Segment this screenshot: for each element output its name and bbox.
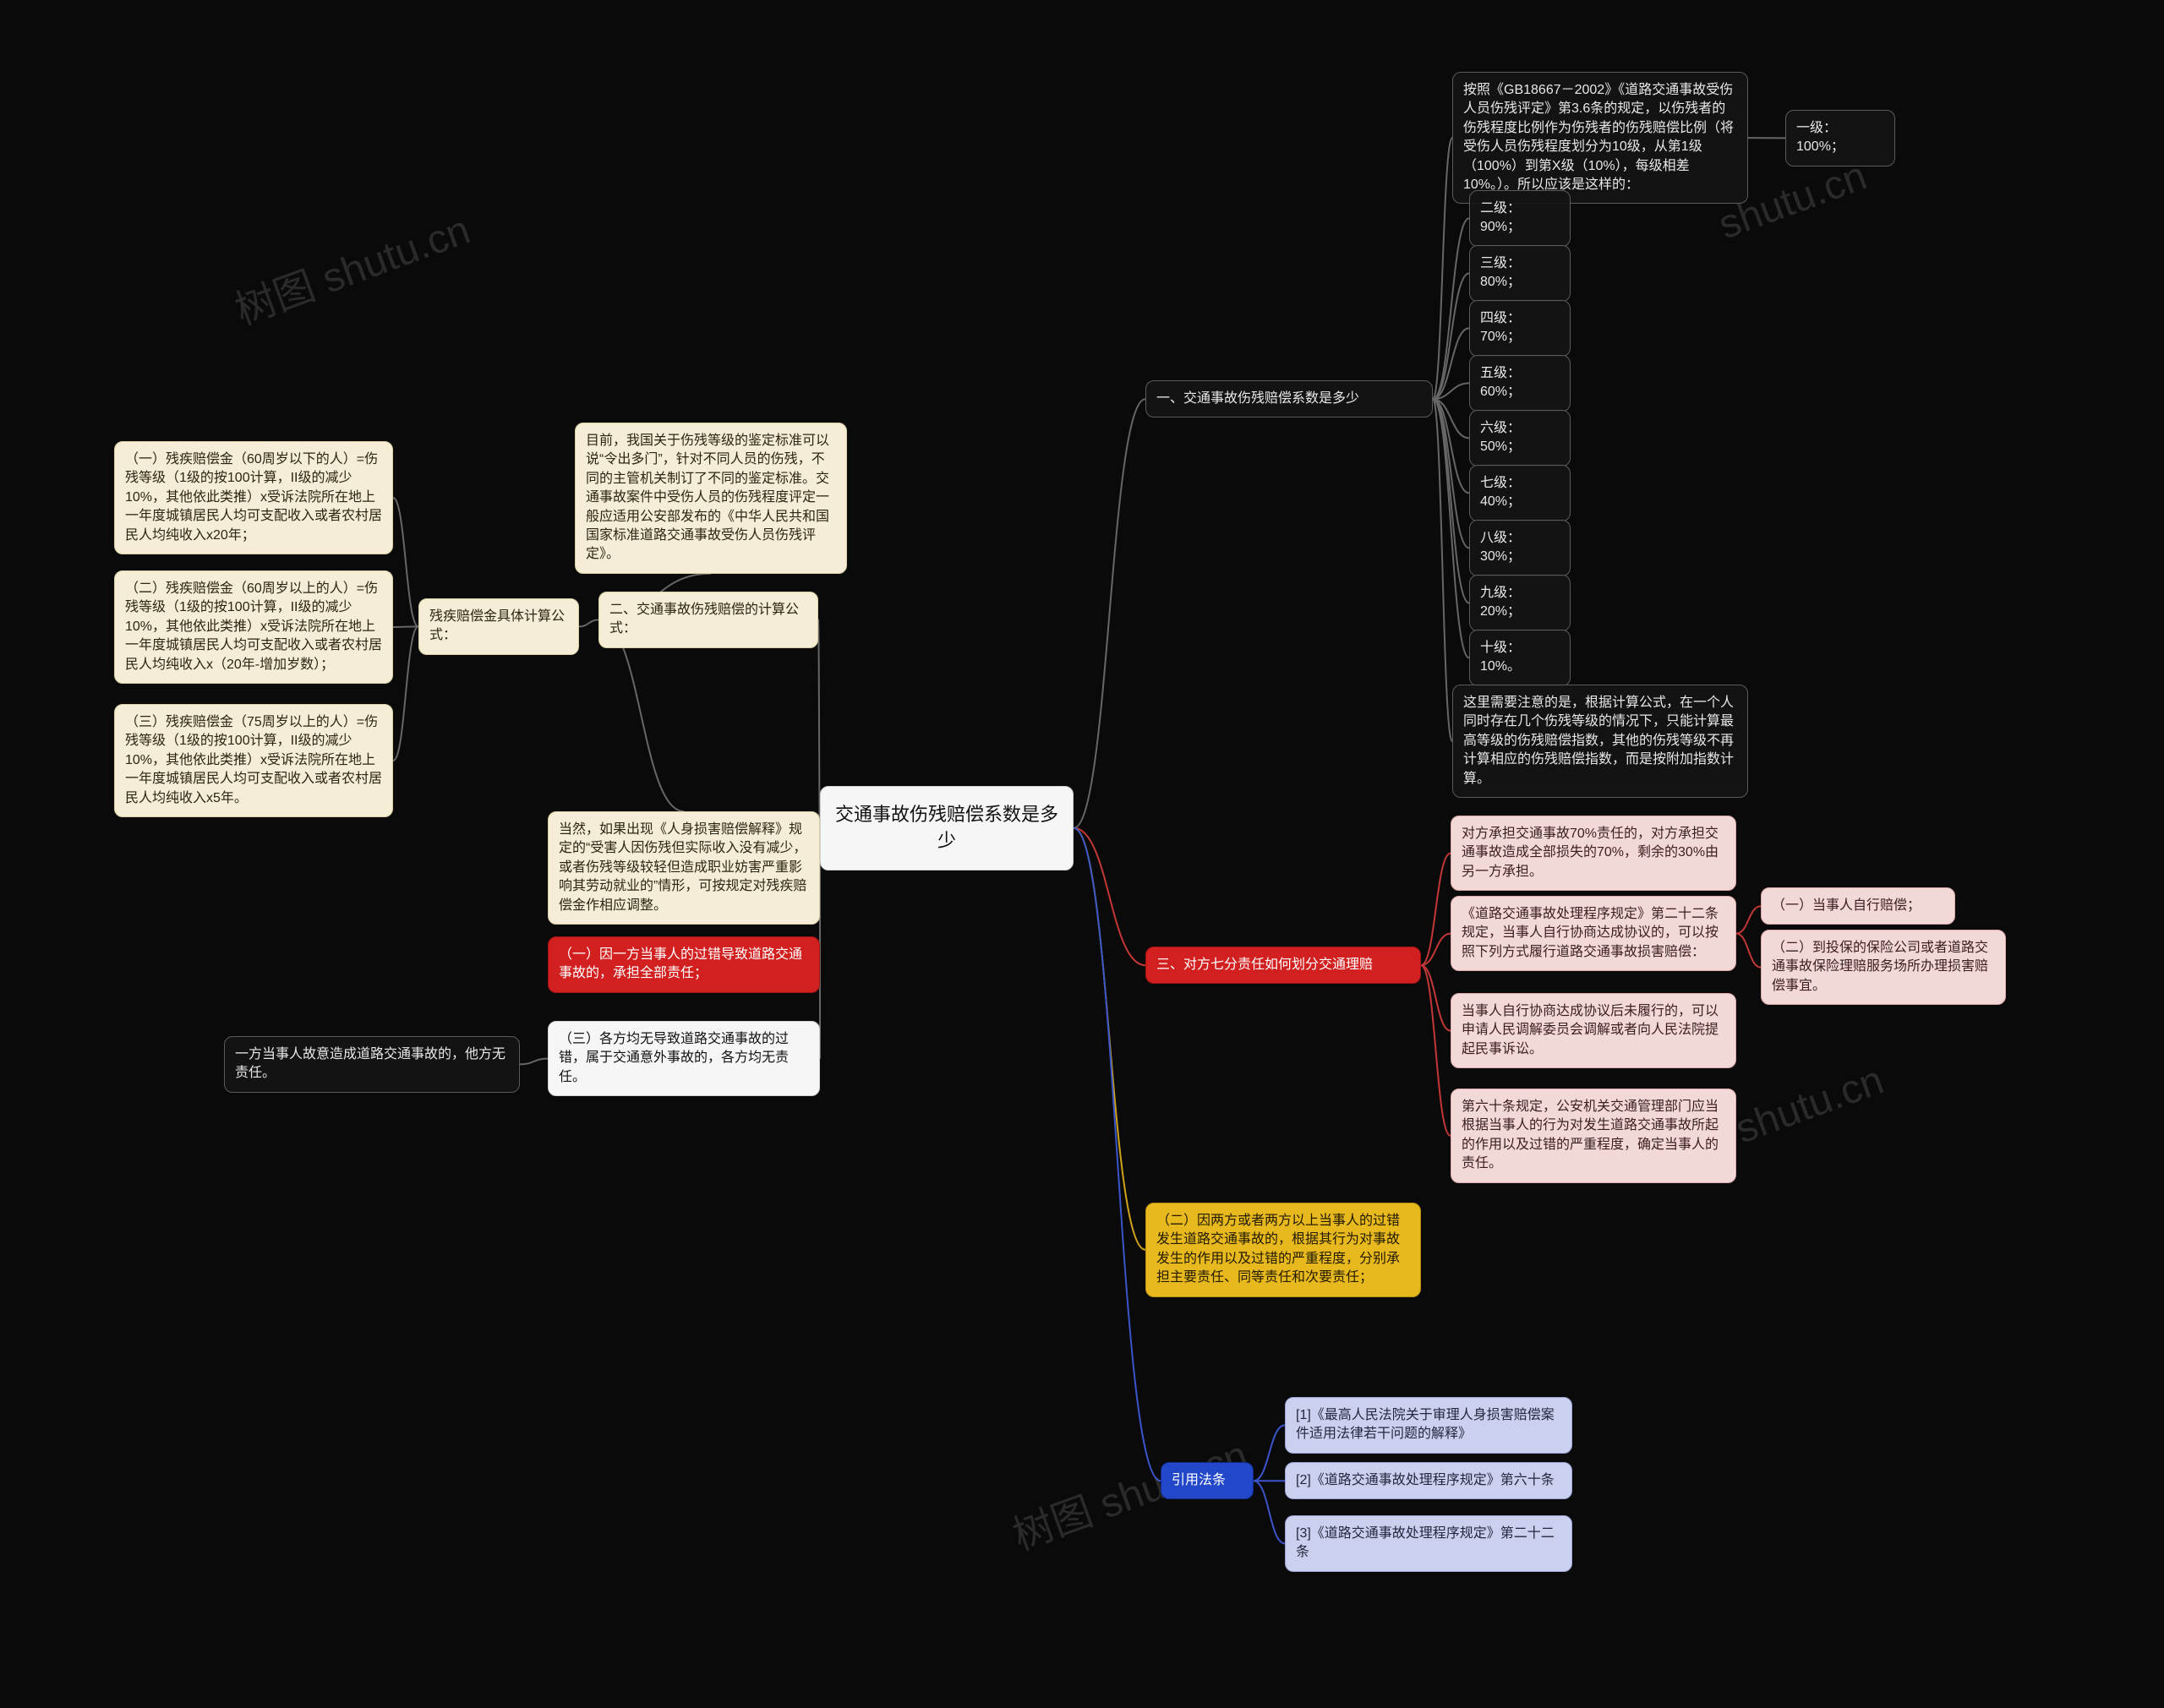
mindmap-node-lvl10: 十级：10%。 (1469, 630, 1571, 686)
mindmap-node-lvl3: 三级：80%； (1469, 245, 1571, 302)
mindmap-node-formula3: （三）残疾赔偿金（75周岁以上的人）=伤残等级（1级的按100计算，II级的减少… (114, 704, 393, 817)
mindmap-node-lvl4: 四级：70%； (1469, 300, 1571, 357)
mindmap-node-sec1_note: 这里需要注意的是，根据计算公式，在一个人同时存在几个伤残等级的情况下，只能计算最… (1452, 685, 1748, 798)
mindmap-node-lvl2: 二级：90%； (1469, 190, 1571, 247)
mindmap-node-lvl7: 七级：40%； (1469, 465, 1571, 521)
edge (393, 626, 418, 627)
mindmap-node-lvl1: 一级：100%； (1785, 110, 1895, 166)
mindmap-node-sec3_b2: （二）到投保的保险公司或者道路交通事故保险理赔服务场所办理损害赔偿事宜。 (1761, 930, 2006, 1005)
mindmap-node-formula2: （二）残疾赔偿金（60周岁以上的人）=伤残等级（1级的按100计算，II级的减少… (114, 570, 393, 684)
edge (1433, 399, 1469, 603)
mindmap-node-resp3_sub: 一方当事人故意造成道路交通事故的，他方无责任。 (224, 1036, 520, 1093)
mindmap-node-lvl9: 九级：20%； (1469, 575, 1571, 631)
mindmap-node-sec3_b1: （一）当事人自行赔偿； (1761, 887, 1955, 925)
mindmap-node-sec1: 一、交通事故伤残赔偿系数是多少 (1145, 380, 1433, 417)
edge (1433, 399, 1452, 741)
edge (1074, 828, 1145, 965)
edge (1254, 1425, 1285, 1481)
mindmap-node-law3: [3]《道路交通事故处理程序规定》第二十二条 (1285, 1515, 1572, 1572)
mindmap-node-law2: [2]《道路交通事故处理程序规定》第六十条 (1285, 1462, 1572, 1499)
edge (1736, 934, 1761, 968)
edge (1074, 399, 1145, 828)
mindmap-node-sec3: 三、对方七分责任如何划分交通理赔 (1145, 947, 1421, 984)
edge (1736, 906, 1761, 933)
edge (393, 498, 418, 626)
mindmap-node-sec2_extra: 当然，如果出现《人身损害赔偿解释》规定的“受害人因伤残但实际收入没有减少，或者伤… (548, 811, 820, 925)
mindmap-node-resp3: （三）各方均无导致道路交通事故的过错，属于交通意外事故的，各方均无责任。 (548, 1021, 820, 1096)
mindmap-node-lvl5: 五级：60%； (1469, 355, 1571, 412)
edge (520, 1059, 548, 1065)
edge (1433, 273, 1469, 399)
mindmap-node-resp1: （一）因一方当事人的过错导致道路交通事故的，承担全部责任； (548, 936, 820, 993)
edge-layer (0, 0, 2164, 1708)
mindmap-node-sec1_intro: 按照《GB18667－2002》《道路交通事故受伤人员伤残评定》第3.6条的规定… (1452, 72, 1748, 204)
mindmap-node-resp2: （二）因两方或者两方以上当事人的过错发生道路交通事故的，根据其行为对事故发生的作… (1145, 1203, 1421, 1297)
mindmap-node-sec2: 二、交通事故伤残赔偿的计算公式： (598, 592, 818, 648)
mindmap-node-law1: [1]《最高人民法院关于审理人身损害赔偿案件适用法律若干问题的解释》 (1285, 1397, 1572, 1454)
edge (1254, 1481, 1285, 1543)
mindmap-node-center: 交通事故伤残赔偿系数是多少 (820, 786, 1074, 870)
mindmap-node-lvl6: 六级：50%； (1469, 410, 1571, 467)
edge (579, 619, 598, 626)
mindmap-node-sec2_formula: 残疾赔偿金具体计算公式： (418, 598, 579, 655)
edge (1433, 138, 1452, 399)
mindmap-node-sec3_c: 当事人自行协商达成协议后未履行的，可以申请人民调解委员会调解或者向人民法院提起民… (1451, 993, 1736, 1068)
mindmap-node-sec3_a: 对方承担交通事故70%责任的，对方承担交通事故造成全部损失的70%，剩余的30%… (1451, 816, 1736, 891)
edge (1421, 965, 1451, 1136)
mindmap-node-lvl8: 八级：30%； (1469, 520, 1571, 576)
mindmap-node-sec2_topinfo: 目前，我国关于伤残等级的鉴定标准可以说“令出多门”，针对不同人员的伤残，不同的主… (575, 423, 847, 574)
edge (393, 626, 418, 761)
mindmap-node-formula1: （一）残疾赔偿金（60周岁以下的人）=伤残等级（1级的按100计算，II级的减少… (114, 441, 393, 554)
edge (598, 619, 684, 811)
mindmap-node-sec3_b: 《道路交通事故处理程序规定》第二十二条规定，当事人自行协商达成协议的，可以按照下… (1451, 896, 1736, 971)
mindmap-node-sec3_d: 第六十条规定，公安机关交通管理部门应当根据当事人的行为对发生道路交通事故所起的作… (1451, 1089, 1736, 1183)
edge (1421, 965, 1451, 1030)
mindmap-node-law: 引用法条 (1161, 1462, 1254, 1499)
